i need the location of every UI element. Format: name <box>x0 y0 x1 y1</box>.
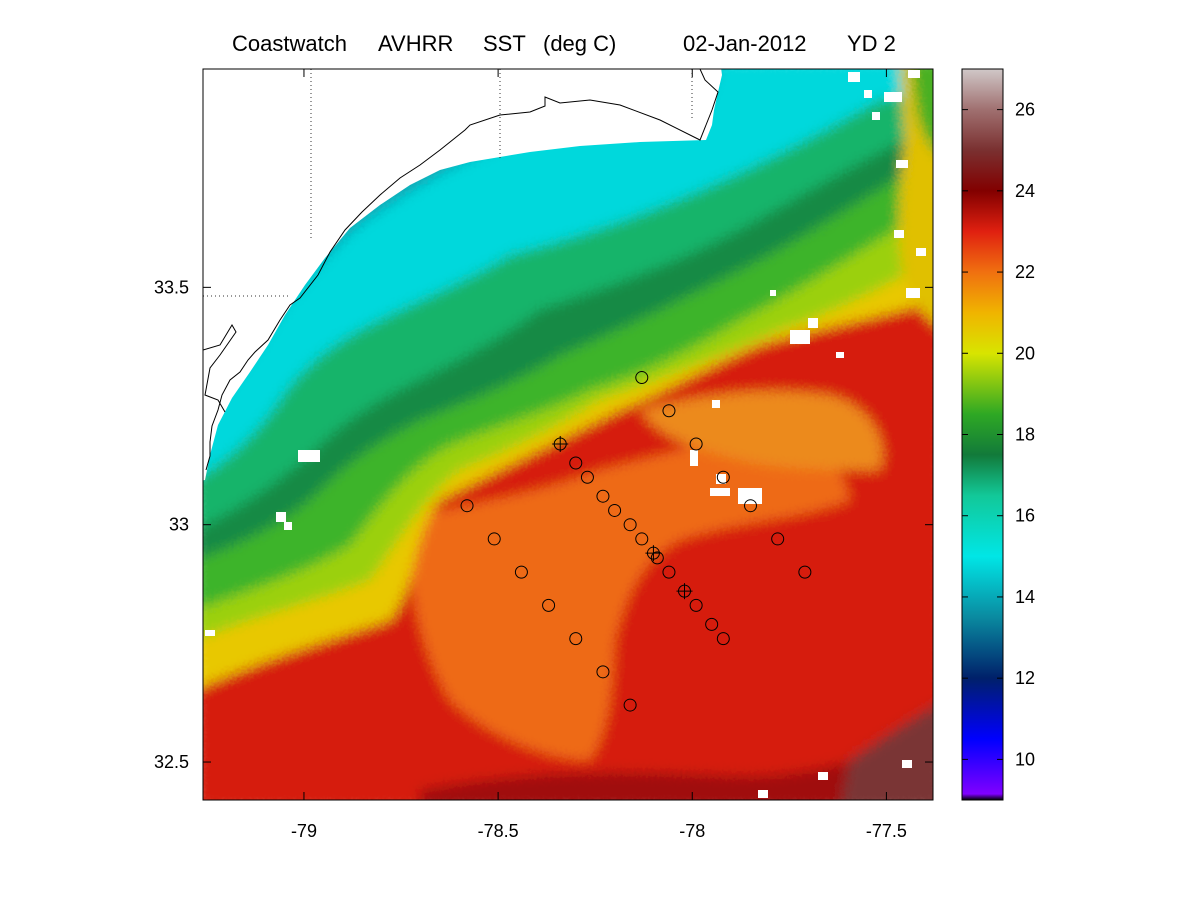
map-panel: -79 -78.5 -78 -77.5 33.5 33 32.5 <box>154 68 934 841</box>
station-marker <box>623 698 637 712</box>
colorbar: 10 12 14 16 18 20 22 24 26 <box>961 68 1035 801</box>
y-tick-label: 33.5 <box>154 277 189 297</box>
title-yearday: YD 2 <box>847 31 896 56</box>
cloud-gaps <box>205 70 926 798</box>
map-grid <box>203 69 693 297</box>
title-product: Coastwatch <box>232 31 347 56</box>
title-sensor: AVHRR <box>378 31 453 56</box>
station-marker <box>798 565 812 579</box>
colorbar-tick-label: 18 <box>1015 425 1035 445</box>
station-marker <box>487 532 501 546</box>
station-marker <box>580 470 594 484</box>
station-marker <box>705 617 719 631</box>
y-tick-label: 32.5 <box>154 752 189 772</box>
x-tick-label: -78 <box>679 821 705 841</box>
y-tick-label: 33 <box>169 515 189 535</box>
colorbar-tick-label: 12 <box>1015 668 1035 688</box>
station-marker <box>689 598 703 612</box>
colorbar-tick-label: 22 <box>1015 262 1035 282</box>
station-marker-crossed <box>645 545 662 562</box>
station-marker <box>542 598 556 612</box>
title-variable: SST <box>483 31 526 56</box>
title-units: (deg C) <box>543 31 616 56</box>
sst-dark-red-south <box>420 734 933 800</box>
map-frame <box>202 68 934 801</box>
colorbar-tick-label: 14 <box>1015 587 1035 607</box>
stations-layer <box>460 371 812 712</box>
station-marker-crossed <box>552 435 569 452</box>
colorbar-tick-label: 26 <box>1015 100 1035 120</box>
colorbar-ramp <box>962 69 1003 800</box>
station-marker <box>514 565 528 579</box>
station-marker <box>662 404 676 418</box>
station-marker <box>689 437 703 451</box>
station-marker-crossed <box>676 583 693 600</box>
coastline <box>205 69 719 471</box>
colorbar-tick-label: 24 <box>1015 181 1035 201</box>
station-marker <box>771 532 785 546</box>
station-marker <box>460 499 474 513</box>
title-date: 02-Jan-2012 <box>683 31 807 56</box>
station-marker <box>596 489 610 503</box>
colorbar-tick-label: 10 <box>1015 749 1035 769</box>
station-marker <box>596 665 610 679</box>
sst-field <box>203 69 933 800</box>
station-marker <box>716 470 730 484</box>
x-tick-label: -78.5 <box>478 821 519 841</box>
station-marker <box>650 551 664 565</box>
coastline-inlet <box>203 324 237 413</box>
station-marker <box>608 503 622 517</box>
land-mask <box>203 69 722 481</box>
station-marker <box>662 565 676 579</box>
colorbar-ticks: 10 12 14 16 18 20 22 24 26 <box>962 100 1035 769</box>
station-marker <box>635 532 649 546</box>
x-tick-label: -79 <box>291 821 317 841</box>
station-marker <box>623 518 637 532</box>
map-title: Coastwatch AVHRR SST (deg C) 02-Jan-2012… <box>232 31 896 56</box>
x-tick-label: -77.5 <box>866 821 907 841</box>
sst-orange-tongue <box>409 429 850 760</box>
station-marker <box>716 632 730 646</box>
station-marker <box>569 632 583 646</box>
colorbar-tick-label: 16 <box>1015 506 1035 526</box>
station-marker <box>569 456 583 470</box>
colorbar-tick-label: 20 <box>1015 343 1035 363</box>
station-marker <box>744 499 757 513</box>
y-axis: 33.5 33 32.5 <box>154 277 933 772</box>
station-marker <box>635 371 649 385</box>
x-axis: -79 -78.5 -78 -77.5 <box>291 69 907 841</box>
